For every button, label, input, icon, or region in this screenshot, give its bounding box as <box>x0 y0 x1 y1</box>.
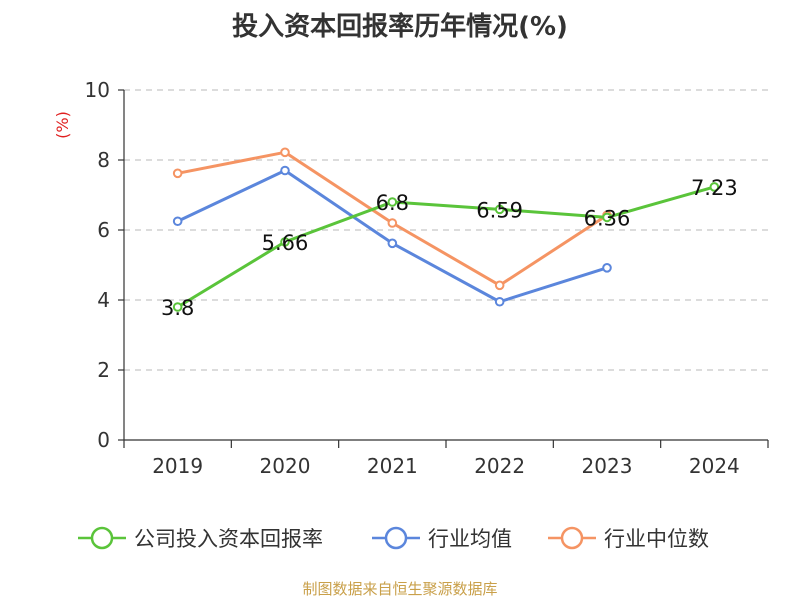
data-point <box>172 216 183 227</box>
data-point <box>172 168 183 179</box>
data-label: 7.23 <box>691 176 738 200</box>
data-point <box>280 237 290 247</box>
data-point <box>280 147 290 158</box>
chart-title: 投入资本回报率历年情况(%) <box>232 12 568 42</box>
data-point <box>494 280 505 291</box>
data-point <box>387 197 398 207</box>
data-label: 6.59 <box>476 198 523 222</box>
x-tick-label: 2021 <box>367 454 418 478</box>
axes: 0 2 4 6 8 10 (%) 2019 2020 2021 2022 2023 2024 <box>53 78 769 478</box>
legend-marker <box>384 526 408 550</box>
x-tick-label: 2020 <box>260 454 311 478</box>
data-point <box>387 238 398 249</box>
data-label: 3.8 <box>161 296 194 320</box>
data-point <box>709 182 720 192</box>
legend-marker <box>90 526 114 550</box>
data-point <box>602 263 612 273</box>
y-tick-label: 6 <box>97 218 110 242</box>
x-tick-label: 2019 <box>152 454 203 478</box>
data-label: 6.8 <box>376 191 409 215</box>
series-group <box>172 147 720 312</box>
data-point <box>387 218 398 228</box>
legend-label: 公司投入资本回报率 <box>134 527 323 551</box>
data-point <box>494 204 505 215</box>
x-tick-label: 2023 <box>582 454 633 478</box>
data-label: 6.36 <box>584 206 631 230</box>
y-tick-label: 4 <box>97 288 110 312</box>
y-tick-label: 0 <box>97 428 110 452</box>
data-label: 5.66 <box>262 231 309 255</box>
grid-lines <box>124 89 768 371</box>
x-tick-label: 2024 <box>689 454 740 478</box>
legend-label: 行业均值 <box>428 527 512 551</box>
x-tick-label: 2022 <box>474 454 525 478</box>
legend-marker <box>560 526 584 550</box>
data-labels: 3.8 5.66 6.8 6.59 6.36 7.23 <box>161 176 738 320</box>
y-tick-label: 2 <box>97 358 110 382</box>
y-tick-label: 10 <box>85 78 110 102</box>
data-point <box>172 302 183 312</box>
legend-label: 行业中位数 <box>604 527 709 551</box>
data-point <box>494 296 505 307</box>
y-tick-label: 8 <box>97 148 110 172</box>
legend: 公司投入资本回报率 行业均值 行业中位数 <box>78 526 709 551</box>
y-axis-label: (%) <box>53 111 72 139</box>
source-note: 制图数据来自恒生聚源数据库 <box>302 580 498 598</box>
data-point <box>280 165 290 176</box>
series-line <box>176 185 716 309</box>
data-point <box>602 212 612 223</box>
